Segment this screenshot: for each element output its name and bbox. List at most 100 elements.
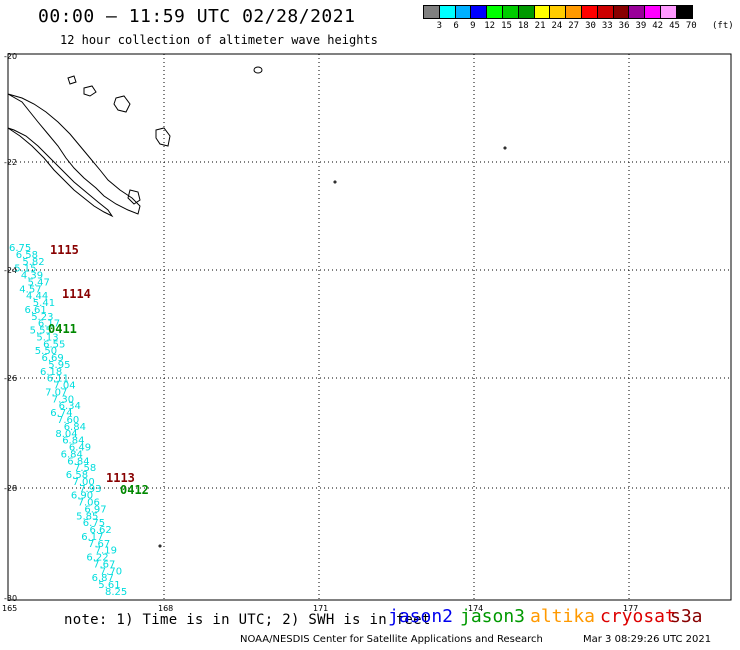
swh-value: 7.70	[100, 566, 122, 577]
swh-value: 6.61	[25, 305, 47, 316]
satellite-legend-s3a: s3a	[670, 606, 703, 627]
legend-label: 12	[484, 21, 496, 31]
swh-value: 8.04	[55, 429, 77, 440]
swh-value: 6.90	[71, 491, 93, 502]
swh-value: 6.87	[92, 573, 114, 584]
pass-time-label: 0412	[120, 483, 149, 497]
swh-value: 5.13	[36, 332, 58, 343]
legend-label: 18	[517, 21, 529, 31]
page-title: 00:00 – 11:59 UTC 02/28/2021	[38, 6, 356, 27]
latitude-label: -24	[4, 266, 17, 275]
swh-value: 8.25	[105, 587, 127, 598]
swh-value: 6.55	[43, 339, 65, 350]
swh-value: 5.85	[76, 511, 98, 522]
footer-credit: NOAA/NESDIS Center for Satellite Applica…	[240, 634, 543, 645]
legend-label: 21	[534, 21, 546, 31]
legend-label: 39	[635, 21, 647, 31]
latitude-label: -28	[4, 484, 17, 493]
swh-value: 5.50	[35, 346, 57, 357]
swh-value: 6.58	[16, 250, 38, 261]
legend-label: 27	[568, 21, 580, 31]
latitude-label: -20	[4, 52, 17, 61]
swh-value: 5.82	[22, 257, 44, 268]
longitude-label: 177	[623, 604, 638, 613]
satellite-legend-cryosat: cryosat	[600, 606, 676, 627]
swh-value: 6.84	[64, 422, 86, 433]
swh-value: 6.84	[67, 456, 89, 467]
color-legend-unit: (ft)	[712, 21, 734, 31]
latitude-label: -30	[4, 594, 17, 603]
swh-value: 6.17	[38, 319, 60, 330]
swh-value: 7.93	[79, 484, 101, 495]
longitude-label: 165	[2, 604, 17, 613]
swh-value: 6.34	[59, 401, 81, 412]
swh-value: 6.84	[62, 436, 84, 447]
graticule	[8, 54, 731, 600]
legend-label: 30	[585, 21, 596, 31]
footer: NOAA/NESDIS Center for Satellite Applica…	[240, 634, 711, 645]
legend-label: 24	[551, 21, 563, 31]
longitude-label: 171	[313, 604, 328, 613]
legend-label: 42	[652, 21, 664, 31]
swh-value: 4.39	[21, 271, 43, 282]
swh-value: 6.11	[47, 374, 69, 385]
swh-value: 7.07	[45, 388, 67, 399]
map-frame	[7, 53, 732, 601]
swh-value: 7.58	[74, 463, 96, 474]
swh-value: 4.57	[19, 284, 41, 295]
swh-value: 6.22	[86, 553, 108, 564]
swh-value: 7.19	[95, 546, 117, 557]
latitude-label: -26	[4, 374, 17, 383]
units-note: note: 1) Time is in UTC; 2) SWH is in fe…	[64, 612, 431, 628]
swh-value: 7.67	[93, 560, 115, 571]
swh-value: 6.49	[69, 443, 91, 454]
pass-time-label: 0411	[48, 322, 77, 336]
swh-value: 7.04	[53, 381, 75, 392]
legend-label: 33	[601, 21, 613, 31]
legend-label: 70	[685, 21, 697, 31]
pass-time-label: 1115	[50, 243, 79, 257]
footer-timestamp: Mar 3 08:29:26 UTC 2021	[583, 634, 712, 645]
swh-value: 6.17	[81, 532, 103, 543]
swh-value: 6.75	[9, 243, 31, 254]
swh-value: 7.06	[78, 498, 100, 509]
swh-value: 5.95	[48, 360, 70, 371]
swh-value: 6.84	[61, 449, 83, 460]
swh-value: 6.97	[84, 504, 106, 515]
color-legend	[423, 5, 693, 19]
swh-value: 5.41	[33, 298, 55, 309]
page-subtitle: 12 hour collection of altimeter wave hei…	[60, 33, 378, 47]
swh-value: 7.67	[88, 539, 110, 550]
longitude-label: 168	[158, 604, 173, 613]
swh-value: 5.23	[31, 312, 53, 323]
swh-value: 5.55	[30, 326, 52, 337]
altimeter-track: 6.756.585.825.154.395.474.574.445.416.61…	[9, 243, 127, 598]
swh-value: 6.58	[66, 470, 88, 481]
swh-value: 7.00	[73, 477, 95, 488]
swh-value: 4.44	[26, 291, 48, 302]
legend-swatch	[675, 5, 693, 19]
swh-value: 6.69	[42, 353, 64, 364]
pass-time-label: 1114	[62, 287, 91, 301]
swh-value: 7.60	[57, 415, 79, 426]
satellite-legend-jason3: jason3	[460, 606, 526, 627]
swh-value: 6.75	[83, 518, 105, 529]
satellite-legend-jason2: jason2	[388, 606, 454, 627]
swh-value: 6.18	[40, 367, 62, 378]
swh-value: 6.74	[50, 408, 72, 419]
pass-time-label: 1113	[106, 471, 135, 485]
legend-label: 3	[436, 21, 443, 31]
color-legend-labels: 3 6 9 12 15 18 21 24 27 30 33 36 39 42 45 70	[423, 21, 740, 33]
swh-value: 7.30	[52, 394, 74, 405]
longitude-label: 174	[468, 604, 483, 613]
legend-label: 36	[618, 21, 630, 31]
latitude-label: -22	[4, 158, 17, 167]
coastline	[7, 66, 507, 548]
swh-value: 5.15	[14, 264, 36, 275]
legend-label: 15	[501, 21, 512, 31]
swh-value: 5.47	[28, 277, 50, 288]
legend-label: 6	[453, 21, 459, 31]
